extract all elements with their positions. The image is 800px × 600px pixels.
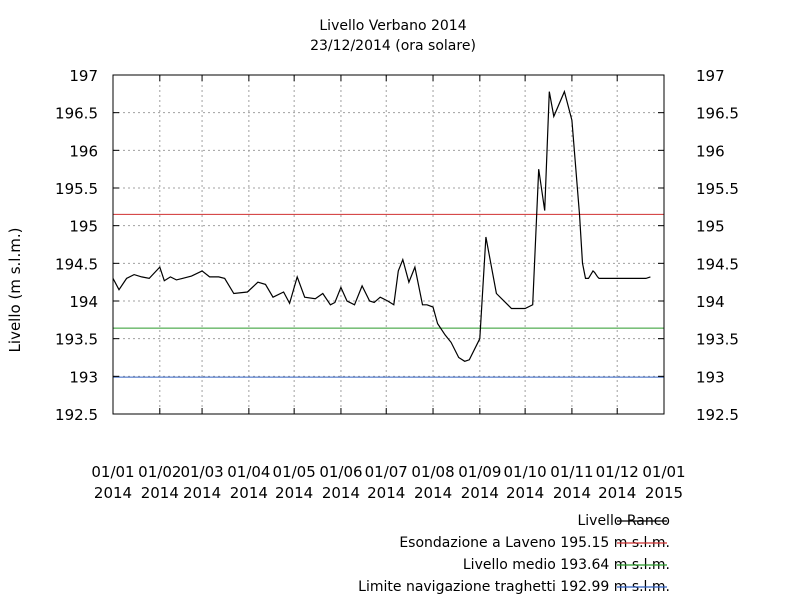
legend-label: Esondazione a Laveno 195.15 m s.l.m. [399, 535, 670, 551]
y-tick-label: 193.5 [55, 331, 98, 349]
x-tick-label: 01/08 [411, 463, 454, 481]
chart-subtitle: 23/12/2014 (ora solare) [310, 38, 476, 54]
x-tick-label: 01/12 [596, 463, 639, 481]
x-tick-label: 2014 [183, 484, 221, 502]
y-axis-label: Livello (m s.l.m.) [6, 228, 24, 353]
series-line-livello-ranco [112, 89, 651, 362]
x-tick-label: 2015 [645, 484, 683, 502]
y-tick-label: 192.5 [55, 406, 98, 424]
x-axis: 01/01201401/02201401/03201401/04201401/0… [91, 75, 686, 502]
y-tick-label: 196 [69, 142, 98, 160]
plot-frame [112, 74, 665, 415]
legend-label: Livello medio 193.64 m s.l.m. [462, 557, 670, 573]
y-tick-label: 195.5 [55, 180, 98, 198]
x-tick-label: 01/01 [91, 463, 134, 481]
x-tick-label: 2014 [553, 484, 591, 502]
y-tick-label: 192.5 [696, 406, 739, 424]
y-tick-label: 195.5 [696, 180, 739, 198]
legend: Livello Ranco Esondazione a Laveno 195.1… [70, 510, 670, 598]
x-tick-label: 2014 [322, 484, 360, 502]
y-tick-label: 193 [696, 368, 725, 386]
y-axis-right: 192.5 193 193.5 194 194.5 195 195.5 196 196.5 197 [658, 67, 739, 424]
x-tick-label: 2014 [230, 484, 268, 502]
y-tick-label: 196.5 [696, 105, 739, 123]
x-tick-label: 01/06 [319, 463, 362, 481]
legend-item-limite-navigazione: Limite navigazione traghetti 192.99 m s.… [70, 576, 670, 598]
x-tick-label: 01/10 [504, 463, 547, 481]
y-tick-label: 194 [69, 293, 98, 311]
x-tick-label: 01/03 [180, 463, 223, 481]
y-tick-label: 194.5 [55, 255, 98, 273]
x-tick-label: 01/11 [550, 463, 593, 481]
legend-item-esondazione: Esondazione a Laveno 195.15 m s.l.m. [70, 532, 670, 554]
y-tick-label: 195 [696, 218, 725, 236]
y-tick-label: 195 [69, 218, 98, 236]
legend-label: Livello Ranco [577, 513, 670, 529]
x-tick-label: 2014 [94, 484, 132, 502]
x-tick-label: 01/02 [138, 463, 181, 481]
reference-lines [113, 213, 664, 378]
y-tick-label: 196.5 [55, 105, 98, 123]
x-tick-label: 01/09 [458, 463, 501, 481]
x-tick-label: 2014 [367, 484, 405, 502]
y-tick-label: 197 [696, 67, 725, 85]
y-tick-label: 194.5 [696, 255, 739, 273]
y-tick-label: 196 [696, 142, 725, 160]
y-tick-label: 194 [696, 293, 725, 311]
series [112, 89, 651, 362]
x-tick-label: 2014 [598, 484, 636, 502]
chart-title: Livello Verbano 2014 [319, 18, 467, 34]
y-tick-label: 197 [69, 67, 98, 85]
x-tick-label: 2014 [414, 484, 452, 502]
legend-label: Limite navigazione traghetti 192.99 m s.… [358, 579, 670, 595]
x-tick-label: 01/07 [365, 463, 408, 481]
x-tick-label: 01/04 [227, 463, 270, 481]
x-tick-label: 2014 [461, 484, 499, 502]
x-tick-label: 01/05 [273, 463, 316, 481]
x-tick-label: 2014 [141, 484, 179, 502]
legend-item-livello-ranco: Livello Ranco [70, 510, 670, 532]
x-tick-label: 01/01 [642, 463, 685, 481]
x-tick-label: 2014 [275, 484, 313, 502]
y-tick-label: 193.5 [696, 331, 739, 349]
x-tick-label: 2014 [506, 484, 544, 502]
legend-item-livello-medio: Livello medio 193.64 m s.l.m. [70, 554, 670, 576]
y-axis-left: 192.5 193 193.5 194 194.5 195 195.5 196 196.5 197 [55, 67, 119, 424]
y-tick-label: 193 [69, 368, 98, 386]
